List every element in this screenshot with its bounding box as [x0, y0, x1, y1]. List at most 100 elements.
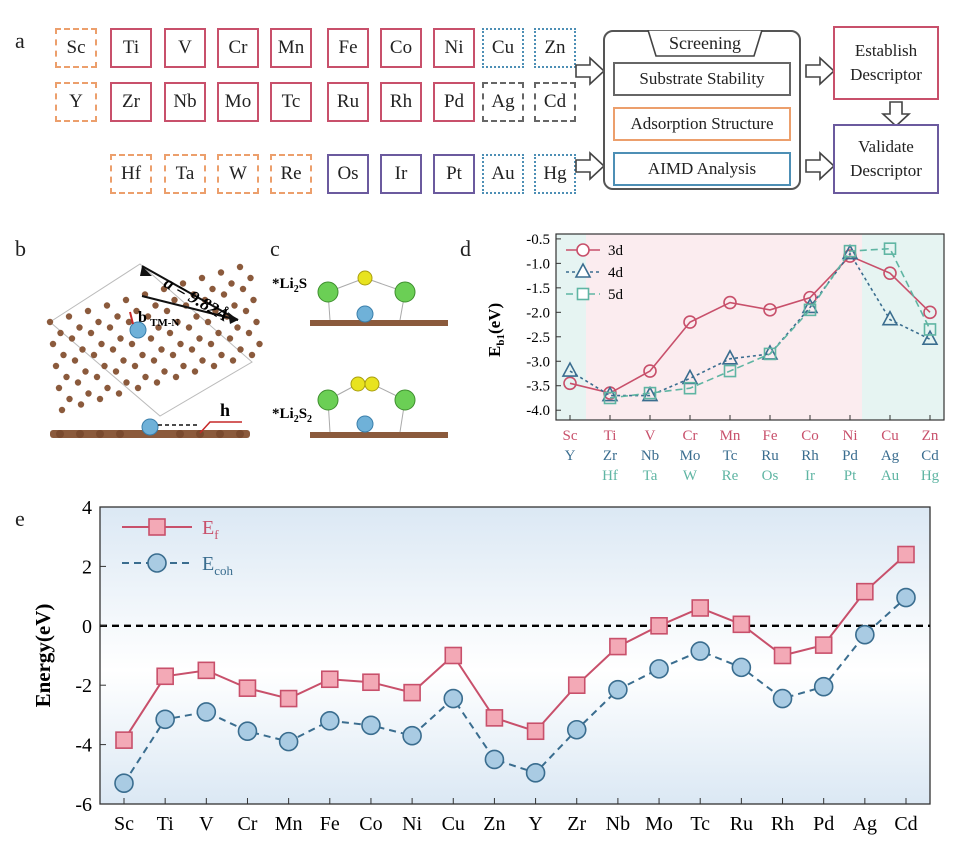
point-f — [732, 615, 751, 634]
carbon-atom — [103, 302, 111, 309]
carbon-atom — [215, 329, 222, 337]
xtick-label: Ti — [157, 813, 175, 835]
point-coh — [155, 709, 175, 730]
point-3d — [563, 376, 577, 391]
element-zn: Zn — [534, 28, 576, 68]
carbon-atom — [256, 340, 263, 348]
carbon-atom — [115, 390, 123, 397]
element-cu: Cu — [482, 28, 524, 68]
chart-e: 4 2 0 -2 -4 -6 Energy(eV) Sc Ti V Cr Mn Fe Co Ni Cu Zn Y Z… — [31, 497, 931, 835]
carbon-atom — [101, 362, 108, 370]
point-coh — [772, 688, 793, 709]
point-3d — [923, 305, 937, 320]
carbon-atom — [98, 340, 105, 348]
carbon-atom — [242, 307, 250, 315]
element-tc: Tc — [270, 82, 312, 122]
carbon-atom — [122, 296, 130, 304]
screening-tab — [647, 30, 763, 57]
point-coh — [525, 763, 546, 783]
carbon-atom — [134, 384, 142, 392]
ytick-label: 4 — [82, 497, 92, 519]
carbon-atom — [218, 351, 225, 359]
carbon-atom — [77, 401, 85, 408]
point-coh — [690, 641, 711, 661]
carbon-atom — [76, 324, 83, 331]
point-coh — [402, 725, 422, 746]
legend-label-5d: 5d — [608, 287, 624, 303]
point-coh — [237, 721, 258, 742]
xtick-5d: Os — [762, 468, 779, 484]
ytick-label: -2.5 — [526, 330, 550, 346]
carbon-atom — [179, 280, 187, 287]
bond-label: b — [138, 309, 147, 326]
element-ti: Ti — [110, 28, 152, 68]
xtick-label: Ru — [730, 813, 753, 835]
carbon-atom — [109, 346, 117, 353]
point-3d — [643, 364, 657, 378]
point-f — [279, 689, 298, 708]
element-mo: Mo — [217, 82, 259, 122]
panel-label-b: b — [15, 236, 26, 261]
xtick-3d: Fe — [763, 428, 778, 444]
carbon-atom — [172, 373, 180, 381]
carbon-atom — [177, 340, 184, 348]
carbon-atom — [85, 390, 92, 397]
carbon-atom — [123, 379, 130, 386]
y-axis-label: Eb1(eV) — [485, 303, 507, 357]
point-f — [362, 673, 380, 692]
carbon-atom — [46, 318, 54, 326]
point-f — [567, 676, 586, 694]
xtick-label: Co — [359, 813, 382, 835]
carbon-atom — [229, 357, 237, 364]
carbon-atom — [209, 285, 216, 293]
xtick-label: Zr — [567, 813, 586, 835]
ytick-label: -3.0 — [526, 354, 550, 370]
legend-marker — [148, 518, 166, 536]
carbon-atom — [66, 395, 73, 403]
point-coh — [278, 731, 299, 752]
carbon-atom — [248, 351, 256, 359]
point-f — [856, 582, 874, 601]
element-fe: Fe — [327, 28, 369, 68]
xtick-3d: Zn — [922, 428, 939, 444]
carbon-atom — [112, 368, 120, 375]
point-f — [691, 599, 710, 617]
carbon-atom — [212, 307, 219, 315]
element-zr: Zr — [110, 82, 152, 122]
carbon-atom — [185, 324, 193, 331]
point-3d — [723, 295, 737, 310]
point-f — [444, 646, 463, 665]
carbon-atom — [250, 296, 257, 304]
plot-bg — [100, 507, 930, 804]
point-coh — [731, 657, 752, 678]
plot-frame — [555, 233, 945, 421]
series-line-5d — [609, 247, 931, 399]
element-co: Co — [380, 28, 422, 68]
panel-label-a: a — [15, 28, 25, 53]
carbon-atom — [93, 373, 101, 381]
point-coh — [319, 711, 340, 731]
y-axis-label: Energy(eV) — [31, 604, 55, 708]
carbon-atom — [253, 318, 260, 326]
xtick-3d: Cu — [881, 428, 899, 444]
carbon-atom — [125, 318, 133, 326]
point-f — [650, 617, 668, 635]
carbon-atom — [210, 362, 218, 370]
legend-marker — [576, 287, 590, 301]
ytick-label: -1.0 — [526, 256, 550, 272]
element-rh: Rh — [380, 82, 422, 122]
xtick-4d: Ru — [761, 448, 779, 464]
arrow-1 — [575, 56, 606, 86]
carbon-atom — [74, 379, 82, 386]
xtick-label: Cu — [442, 813, 465, 835]
xtick-5d: Re — [722, 468, 739, 484]
point-5d — [923, 323, 937, 336]
carbon-atom — [226, 335, 234, 342]
carbon-atom — [57, 329, 64, 337]
carbon-atom — [220, 291, 228, 298]
carbon-atom — [128, 340, 136, 348]
carbon-atom — [117, 335, 124, 342]
carbon-atom — [131, 362, 139, 370]
xtick-label: Tc — [690, 813, 710, 835]
carbon-atom — [58, 406, 66, 414]
